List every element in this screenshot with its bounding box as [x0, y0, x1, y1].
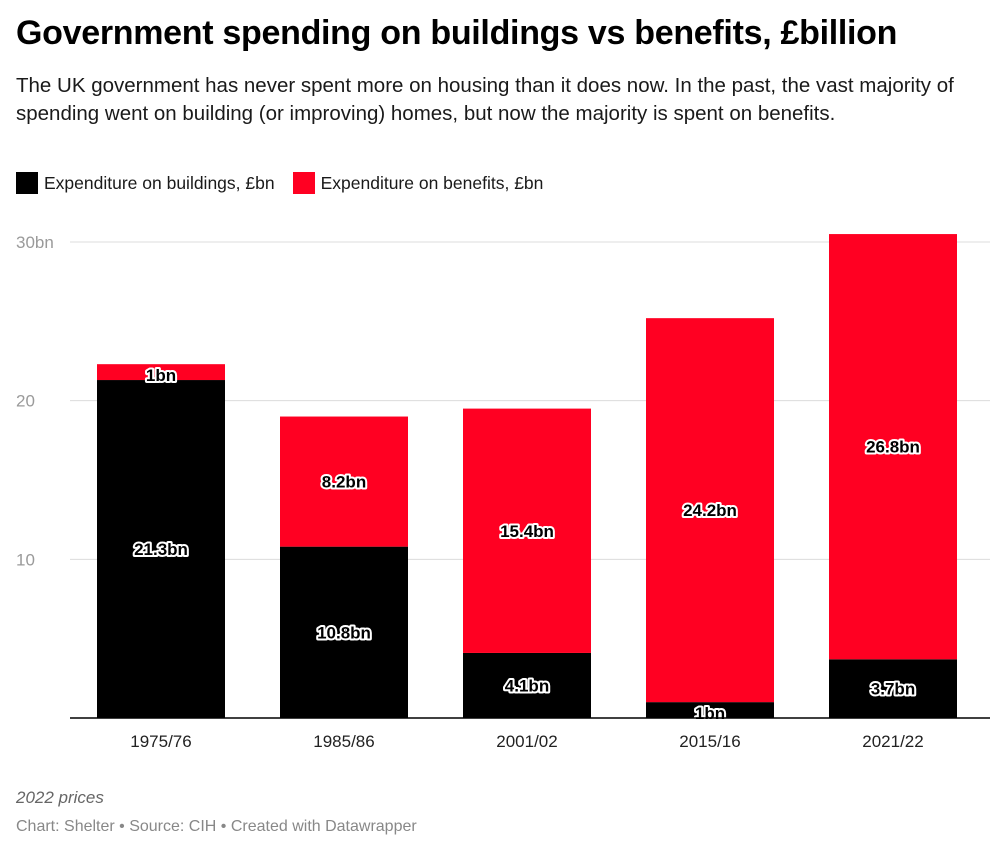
- bar-buildings: [646, 702, 774, 718]
- bar-benefits: [97, 364, 225, 381]
- bar-buildings: [463, 652, 591, 718]
- stacked-bar-chart: 10 20 30bn 21.3bn 1bn 1975/76 10.8bn 8.2bn 1985/…: [16, 233, 990, 751]
- y-tick-label: 20: [16, 392, 35, 411]
- value-label-benefits: 15.4bn: [500, 522, 554, 541]
- value-label-buildings: 1bn: [695, 704, 725, 723]
- chart-title: Government spending on buildings vs bene…: [16, 14, 898, 52]
- legend-item-buildings: Expenditure on buildings, £bn: [16, 172, 275, 194]
- chart-subtitle: The UK government has never spent more o…: [16, 74, 954, 125]
- x-tick-label: 1975/76: [130, 732, 191, 751]
- chart-notes: 2022 prices: [16, 788, 104, 807]
- bar-benefits: [280, 416, 408, 547]
- bar-buildings: [829, 659, 957, 718]
- value-label-buildings: 10.8bn: [317, 623, 371, 642]
- x-tick-label: 2001/02: [496, 732, 557, 751]
- chart-footer: Chart: Shelter • Source: CIH • Created w…: [16, 818, 417, 835]
- x-tick-label: 2015/16: [679, 732, 740, 751]
- value-label-buildings: 3.7bn: [871, 680, 915, 699]
- legend-swatch-benefits: [292, 172, 315, 194]
- legend-swatch-buildings: [16, 172, 38, 194]
- legend-label-benefits: Expenditure on benefits, £bn: [320, 172, 544, 193]
- value-label-benefits: 24.2bn: [683, 501, 737, 520]
- value-label-benefits: 26.8bn: [866, 438, 920, 457]
- x-tick-label: 1985/86: [313, 732, 374, 751]
- bar-buildings: [280, 546, 408, 718]
- legend: Expenditure on buildings, £bn Expenditur…: [16, 172, 561, 194]
- bar-benefits: [829, 234, 957, 660]
- legend-label-buildings: Expenditure on buildings, £bn: [44, 172, 275, 193]
- value-label-benefits: 1bn: [146, 366, 176, 385]
- y-tick-label: 30bn: [16, 233, 54, 252]
- value-label-buildings: 21.3bn: [134, 540, 188, 559]
- value-label-benefits: 8.2bn: [322, 473, 366, 492]
- bar-benefits: [463, 408, 591, 653]
- legend-item-benefits: Expenditure on benefits, £bn: [292, 172, 544, 194]
- x-tick-label: 2021/22: [862, 732, 923, 751]
- value-label-buildings: 4.1bn: [505, 676, 549, 695]
- y-tick-label: 10: [16, 550, 35, 569]
- bar-buildings: [97, 380, 225, 718]
- bar-benefits: [646, 318, 774, 703]
